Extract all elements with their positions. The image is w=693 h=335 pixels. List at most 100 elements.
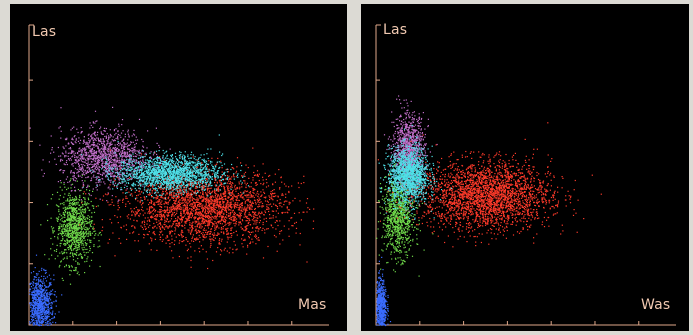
scatter-point <box>62 279 64 281</box>
scatter-point <box>229 203 231 205</box>
scatter-point <box>201 221 203 223</box>
scatter-point <box>43 293 45 295</box>
scatter-point <box>63 230 65 232</box>
scatter-point <box>244 200 246 202</box>
scatter-point <box>199 241 201 243</box>
scatter-point <box>89 248 91 250</box>
scatter-point <box>234 202 236 204</box>
scatter-point <box>202 192 204 194</box>
scatter-point <box>76 224 78 226</box>
scatter-point <box>39 320 41 323</box>
scatter-point <box>64 138 67 140</box>
scatter-point <box>77 241 79 243</box>
scatter-point <box>143 220 145 222</box>
scatter-point <box>140 199 142 201</box>
scatter-point <box>137 240 139 242</box>
scatter-point <box>259 220 261 222</box>
scatter-point <box>219 254 222 256</box>
scatter-point <box>105 164 107 166</box>
scatter-point <box>82 158 84 160</box>
scatter-point <box>114 175 116 177</box>
scatter-point <box>98 181 100 183</box>
scatter-point <box>81 176 83 178</box>
scatter-point <box>37 302 40 305</box>
scatter-point <box>181 202 183 204</box>
scatter-point <box>36 292 38 294</box>
scatter-point <box>130 208 132 210</box>
scatter-point <box>61 294 63 296</box>
scatter-point <box>71 223 73 226</box>
scatter-point <box>97 168 99 170</box>
scatter-point <box>89 250 91 252</box>
scatter-point <box>233 213 235 215</box>
scatter-point <box>72 228 74 230</box>
scatter-point <box>240 204 243 206</box>
scatter-point <box>153 189 155 191</box>
scatter-point <box>202 217 204 219</box>
scatter-point <box>288 228 290 230</box>
scatter-point <box>71 203 73 205</box>
scatter-point <box>93 211 96 213</box>
scatter-point <box>205 229 207 231</box>
scatter-point <box>112 136 114 138</box>
scatter-point <box>84 169 86 171</box>
scatter-point <box>81 222 83 224</box>
scatter-point <box>154 152 156 154</box>
scatter-point <box>48 303 50 305</box>
scatter-point <box>205 192 207 194</box>
scatter-point <box>72 150 74 152</box>
scatter-point <box>83 233 85 235</box>
scatter-point <box>226 205 228 207</box>
scatter-point <box>195 186 197 188</box>
scatter-point <box>49 291 51 294</box>
scatter-point <box>164 206 166 208</box>
scatter-point <box>133 134 136 136</box>
scatter-point <box>171 187 173 189</box>
scatter-point <box>135 136 137 138</box>
scatter-point <box>92 176 94 178</box>
scatter-point <box>167 198 169 200</box>
scatter-point <box>132 148 134 150</box>
scatter-point <box>270 224 272 226</box>
scatter-point <box>195 210 197 212</box>
scatter-point <box>178 192 180 194</box>
scatter-point <box>43 305 45 307</box>
scatter-point <box>47 317 49 319</box>
scatter-point <box>64 220 66 222</box>
scatter-point <box>69 222 71 224</box>
scatter-point <box>133 164 135 166</box>
scatter-point <box>218 227 220 229</box>
scatter-point <box>89 156 91 158</box>
scatter-point <box>98 176 100 178</box>
scatter-point <box>150 206 152 208</box>
scatter-point <box>69 179 71 182</box>
scatter-point <box>106 140 108 142</box>
scatter-point <box>257 190 259 192</box>
scatter-point <box>68 266 70 268</box>
scatter-point <box>51 318 53 320</box>
scatter-point <box>52 321 54 323</box>
scatter-point <box>77 131 79 134</box>
scatter-point <box>136 197 138 199</box>
scatter-point <box>210 198 212 200</box>
scatter-point <box>120 147 122 149</box>
scatter-point <box>227 233 229 235</box>
scatter-point <box>69 248 72 250</box>
scatter-point <box>103 149 106 151</box>
scatter-point <box>40 288 42 291</box>
scatter-point <box>202 185 204 187</box>
scatter-point <box>94 152 96 154</box>
scatter-point <box>142 161 144 163</box>
scatter-point <box>182 240 184 243</box>
scatter-point <box>180 194 182 196</box>
scatter-point <box>111 168 113 170</box>
scatter-point <box>103 148 105 150</box>
scatter-point <box>81 151 83 153</box>
scatter-point <box>73 126 75 128</box>
scatter-point <box>71 150 73 152</box>
scatter-point <box>116 161 118 163</box>
scatter-point <box>84 180 86 182</box>
scatter-point <box>83 148 85 150</box>
scatter-point <box>79 154 81 156</box>
scatter-point <box>81 180 83 182</box>
